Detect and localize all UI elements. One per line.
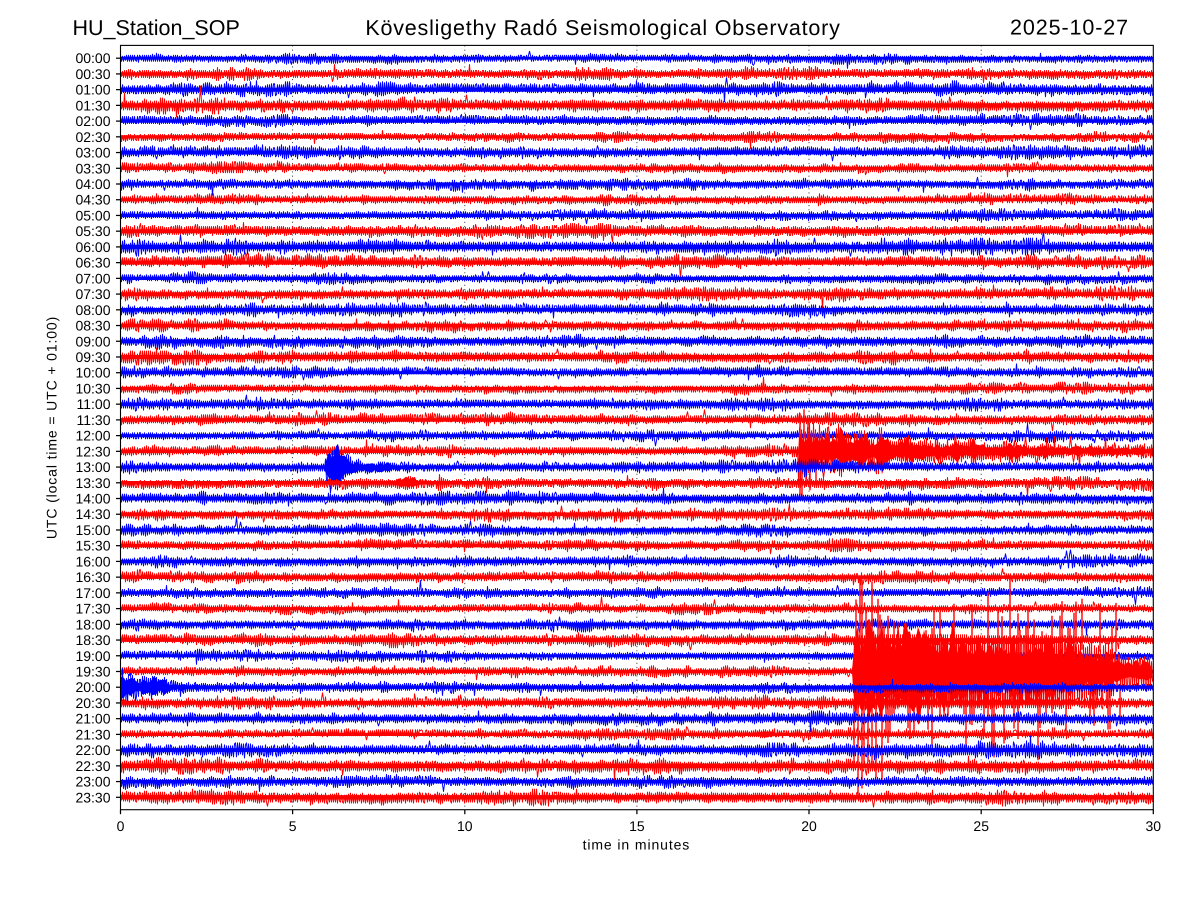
svg-text:15:30: 15:30 <box>75 538 110 554</box>
svg-text:2025-10-27: 2025-10-27 <box>1010 16 1129 40</box>
svg-text:22:00: 22:00 <box>75 742 110 758</box>
svg-text:17:00: 17:00 <box>75 585 110 601</box>
svg-text:09:00: 09:00 <box>75 333 110 349</box>
svg-text:HU_Station_SOP: HU_Station_SOP <box>73 16 240 40</box>
svg-text:11:30: 11:30 <box>77 412 111 428</box>
svg-text:08:00: 08:00 <box>75 302 110 318</box>
svg-text:10: 10 <box>457 818 473 834</box>
svg-text:13:00: 13:00 <box>75 459 110 475</box>
svg-text:22:30: 22:30 <box>75 758 110 774</box>
svg-text:21:00: 21:00 <box>75 711 110 727</box>
svg-text:23:00: 23:00 <box>75 774 110 790</box>
svg-text:00:00: 00:00 <box>75 50 110 66</box>
svg-text:15:00: 15:00 <box>75 522 110 538</box>
svg-text:04:00: 04:00 <box>75 176 110 192</box>
svg-text:06:30: 06:30 <box>75 255 110 271</box>
svg-text:18:00: 18:00 <box>75 616 110 632</box>
svg-text:Kövesligethy Radó Seismologica: Kövesligethy Radó Seismological Observat… <box>365 16 840 40</box>
svg-text:16:00: 16:00 <box>75 553 110 569</box>
svg-text:07:30: 07:30 <box>75 286 110 302</box>
svg-text:23:30: 23:30 <box>75 789 110 805</box>
svg-text:01:00: 01:00 <box>75 82 110 98</box>
svg-text:15: 15 <box>629 818 645 834</box>
svg-text:5: 5 <box>289 818 297 834</box>
svg-text:19:30: 19:30 <box>75 663 110 679</box>
svg-text:21:30: 21:30 <box>75 726 110 742</box>
svg-text:18:30: 18:30 <box>75 632 110 648</box>
svg-text:17:30: 17:30 <box>75 601 110 617</box>
svg-text:12:30: 12:30 <box>75 443 110 459</box>
svg-text:07:00: 07:00 <box>75 270 110 286</box>
svg-text:03:30: 03:30 <box>75 160 110 176</box>
svg-text:20: 20 <box>801 818 817 834</box>
svg-text:13:30: 13:30 <box>75 475 110 491</box>
svg-text:14:30: 14:30 <box>75 506 110 522</box>
svg-text:11:00: 11:00 <box>77 396 111 412</box>
svg-text:12:00: 12:00 <box>75 428 110 444</box>
svg-text:06:00: 06:00 <box>75 239 110 255</box>
svg-text:14:00: 14:00 <box>75 491 110 507</box>
svg-text:00:30: 00:30 <box>75 66 110 82</box>
svg-text:04:30: 04:30 <box>75 192 110 208</box>
svg-text:01:30: 01:30 <box>75 97 110 113</box>
svg-text:02:00: 02:00 <box>75 113 110 129</box>
svg-text:10:30: 10:30 <box>75 380 110 396</box>
svg-text:16:30: 16:30 <box>75 569 110 585</box>
svg-text:09:30: 09:30 <box>75 349 110 365</box>
svg-text:time in minutes: time in minutes <box>583 837 691 853</box>
svg-text:25: 25 <box>973 818 989 834</box>
svg-text:19:00: 19:00 <box>75 648 110 664</box>
svg-text:02:30: 02:30 <box>75 129 110 145</box>
svg-text:08:30: 08:30 <box>75 318 110 334</box>
svg-text:30: 30 <box>1146 818 1162 834</box>
svg-text:20:00: 20:00 <box>75 679 110 695</box>
svg-text:20:30: 20:30 <box>75 695 110 711</box>
svg-text:10:00: 10:00 <box>75 365 110 381</box>
svg-text:UTC (local time = UTC + 01:00): UTC (local time = UTC + 01:00) <box>44 316 60 539</box>
svg-text:05:00: 05:00 <box>75 207 110 223</box>
svg-text:0: 0 <box>117 818 125 834</box>
svg-text:05:30: 05:30 <box>75 223 110 239</box>
svg-text:03:00: 03:00 <box>75 145 110 161</box>
